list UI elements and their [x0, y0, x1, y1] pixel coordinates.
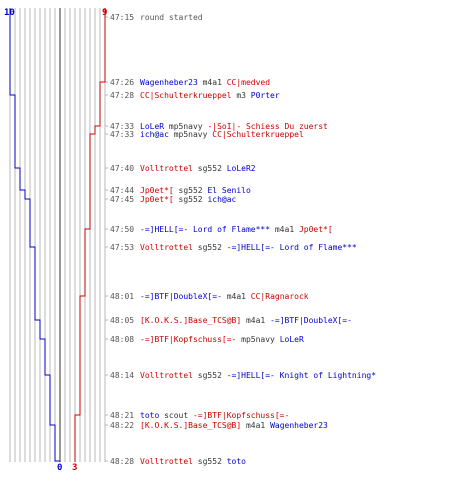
red-player-name: Volltrottel: [140, 164, 193, 173]
red-player-name: Jp0et*[: [299, 225, 333, 234]
red-player-name: Volltrottel: [140, 457, 193, 466]
event-timestamp: 47:15: [110, 13, 134, 22]
event-text: [K.O.K.S.]Base_TCS@B] m4a1 Wagenheber23: [140, 421, 328, 430]
event-text: Volltrottel sg552 -=]HELL[=- Lord of Fla…: [140, 243, 357, 252]
event-text: Wagenheber23 m4a1 CC|medved: [140, 78, 270, 87]
weapon-name: sg552: [193, 243, 227, 252]
event-text: Jp0et*[ sg552 El Senilo: [140, 186, 251, 195]
blue-player-name: El Senilo: [207, 186, 251, 195]
event-timestamp: 48:08: [110, 335, 134, 344]
red-start-score: 9: [102, 8, 107, 18]
event-timestamp: 48:22: [110, 421, 134, 430]
score-lines: [9, 8, 106, 462]
blue-player-name: LoLeR2: [227, 164, 256, 173]
red-player-name: Jp0et*[: [140, 195, 174, 204]
event-timestamp: 47:45: [110, 195, 134, 204]
event-text: [K.O.K.S.]Base_TCS@B] m4a1 -=]BTF|Double…: [140, 316, 352, 325]
blue-player-name: P0rter: [251, 91, 280, 100]
event-text: Jp0et*[ sg552 ich@ac: [140, 195, 237, 204]
weapon-name: scout: [159, 411, 193, 420]
blue-player-name: Wagenheber23: [270, 421, 328, 430]
red-player-name: -|SoI|- Schiess Du zuerst: [207, 122, 328, 131]
weapon-name: sg552: [193, 164, 227, 173]
event-text: Volltrottel sg552 LoLeR2: [140, 164, 256, 173]
event-timestamp: 47:53: [110, 243, 134, 252]
weapon-name: m4a1: [241, 316, 270, 325]
red-player-name: CC|medved: [227, 78, 271, 87]
blue-player-name: -=]BTF|DoubleX[=-: [270, 316, 352, 325]
blue-player-name: LoLeR: [280, 335, 304, 344]
weapon-name: sg552: [174, 186, 208, 195]
weapon-name: sg552: [174, 195, 208, 204]
blue-start-score: 10: [4, 8, 15, 18]
weapon-name: mp5navy: [164, 122, 207, 131]
red-player-name: [K.O.K.S.]Base_TCS@B]: [140, 421, 241, 430]
blue-player-name: -=]HELL[=- Lord of Flame***: [140, 225, 270, 234]
event-text: round started: [140, 13, 203, 22]
blue-player-name: -=]BTF|DoubleX[=-: [140, 292, 222, 301]
event-timestamp: 47:33: [110, 130, 134, 139]
weapon-name: sg552: [193, 371, 227, 380]
event-note: round started: [140, 13, 203, 22]
weapon-name: mp5navy: [236, 335, 279, 344]
blue-player-name: toto: [140, 411, 159, 420]
event-timestamp: 48:05: [110, 316, 134, 325]
event-text: toto scout -=]BTF|Kopfschuss[=-: [140, 411, 289, 420]
red-player-name: CC|Schulterkrueppel: [212, 130, 304, 139]
weapon-name: m4a1: [222, 292, 251, 301]
event-text: -=]BTF|DoubleX[=- m4a1 CC|Ragnarock: [140, 292, 309, 301]
red-team-score-line: [74, 8, 106, 462]
red-player-name: CC|Schulterkrueppel: [140, 91, 232, 100]
event-text: CC|Schulterkrueppel m3 P0rter: [140, 91, 280, 100]
weapon-name: m4a1: [241, 421, 270, 430]
weapon-name: m4a1: [270, 225, 299, 234]
blue-player-name: ich@ac: [207, 195, 236, 204]
event-text: -=]HELL[=- Lord of Flame*** m4a1 Jp0et*[: [140, 225, 333, 234]
red-player-name: -=]BTF|Kopfschuss[=-: [193, 411, 289, 420]
blue-team-score-line: [9, 8, 61, 462]
event-text: Volltrottel sg552 -=]HELL[=- Knight of L…: [140, 371, 376, 380]
red-player-name: [K.O.K.S.]Base_TCS@B]: [140, 316, 241, 325]
event-timestamp: 48:01: [110, 292, 134, 301]
weapon-name: sg552: [193, 457, 227, 466]
red-player-name: Jp0et*[: [140, 186, 174, 195]
event-timestamp: 47:44: [110, 186, 134, 195]
event-timestamp: 47:28: [110, 91, 134, 100]
red-player-name: Volltrottel: [140, 371, 193, 380]
chart-grid: [9, 8, 106, 462]
event-timestamp: 47:40: [110, 164, 134, 173]
weapon-name: mp5navy: [169, 130, 212, 139]
red-player-name: -=]BTF|Kopfschuss[=-: [140, 335, 236, 344]
weapon-name: m4a1: [198, 78, 227, 87]
blue-player-name: toto: [227, 457, 246, 466]
event-timestamp: 47:33: [110, 122, 134, 131]
red-player-name: Volltrottel: [140, 243, 193, 252]
blue-player-name: -=]HELL[=- Lord of Flame***: [227, 243, 357, 252]
weapon-name: m3: [232, 91, 251, 100]
event-text: ich@ac mp5navy CC|Schulterkrueppel: [140, 130, 304, 139]
blue-player-name: -=]HELL[=- Knight of Lightning*: [227, 371, 376, 380]
score-labels: 10 9 0 3: [4, 8, 107, 473]
blue-end-score: 0: [57, 463, 62, 473]
event-timestamp: 47:50: [110, 225, 134, 234]
event-text: -=]BTF|Kopfschuss[=- mp5navy LoLeR: [140, 335, 304, 344]
event-text: Volltrottel sg552 toto: [140, 457, 246, 466]
red-player-name: CC|Ragnarock: [251, 292, 309, 301]
event-timestamp: 48:21: [110, 411, 134, 420]
event-timestamp: 48:14: [110, 371, 134, 380]
blue-player-name: ich@ac: [140, 130, 169, 139]
blue-player-name: LoLeR: [140, 122, 164, 131]
red-end-score: 3: [72, 463, 77, 473]
event-labels: 47:15 round started 47:26 Wagenheber23 m4a1…: [110, 13, 376, 466]
event-timestamp: 47:26: [110, 78, 134, 87]
event-text: LoLeR mp5navy -|SoI|- Schiess Du zuerst: [140, 122, 328, 131]
event-timestamp: 48:28: [110, 457, 134, 466]
blue-player-name: Wagenheber23: [140, 78, 198, 87]
